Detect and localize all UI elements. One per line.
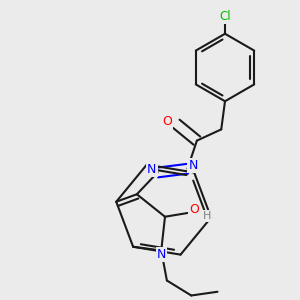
Text: O: O — [162, 116, 172, 128]
Text: Cl: Cl — [219, 11, 231, 23]
Text: N: N — [188, 159, 198, 172]
Text: N: N — [147, 163, 157, 176]
Text: N: N — [157, 248, 166, 261]
Text: O: O — [189, 203, 199, 216]
Text: H: H — [203, 211, 211, 221]
